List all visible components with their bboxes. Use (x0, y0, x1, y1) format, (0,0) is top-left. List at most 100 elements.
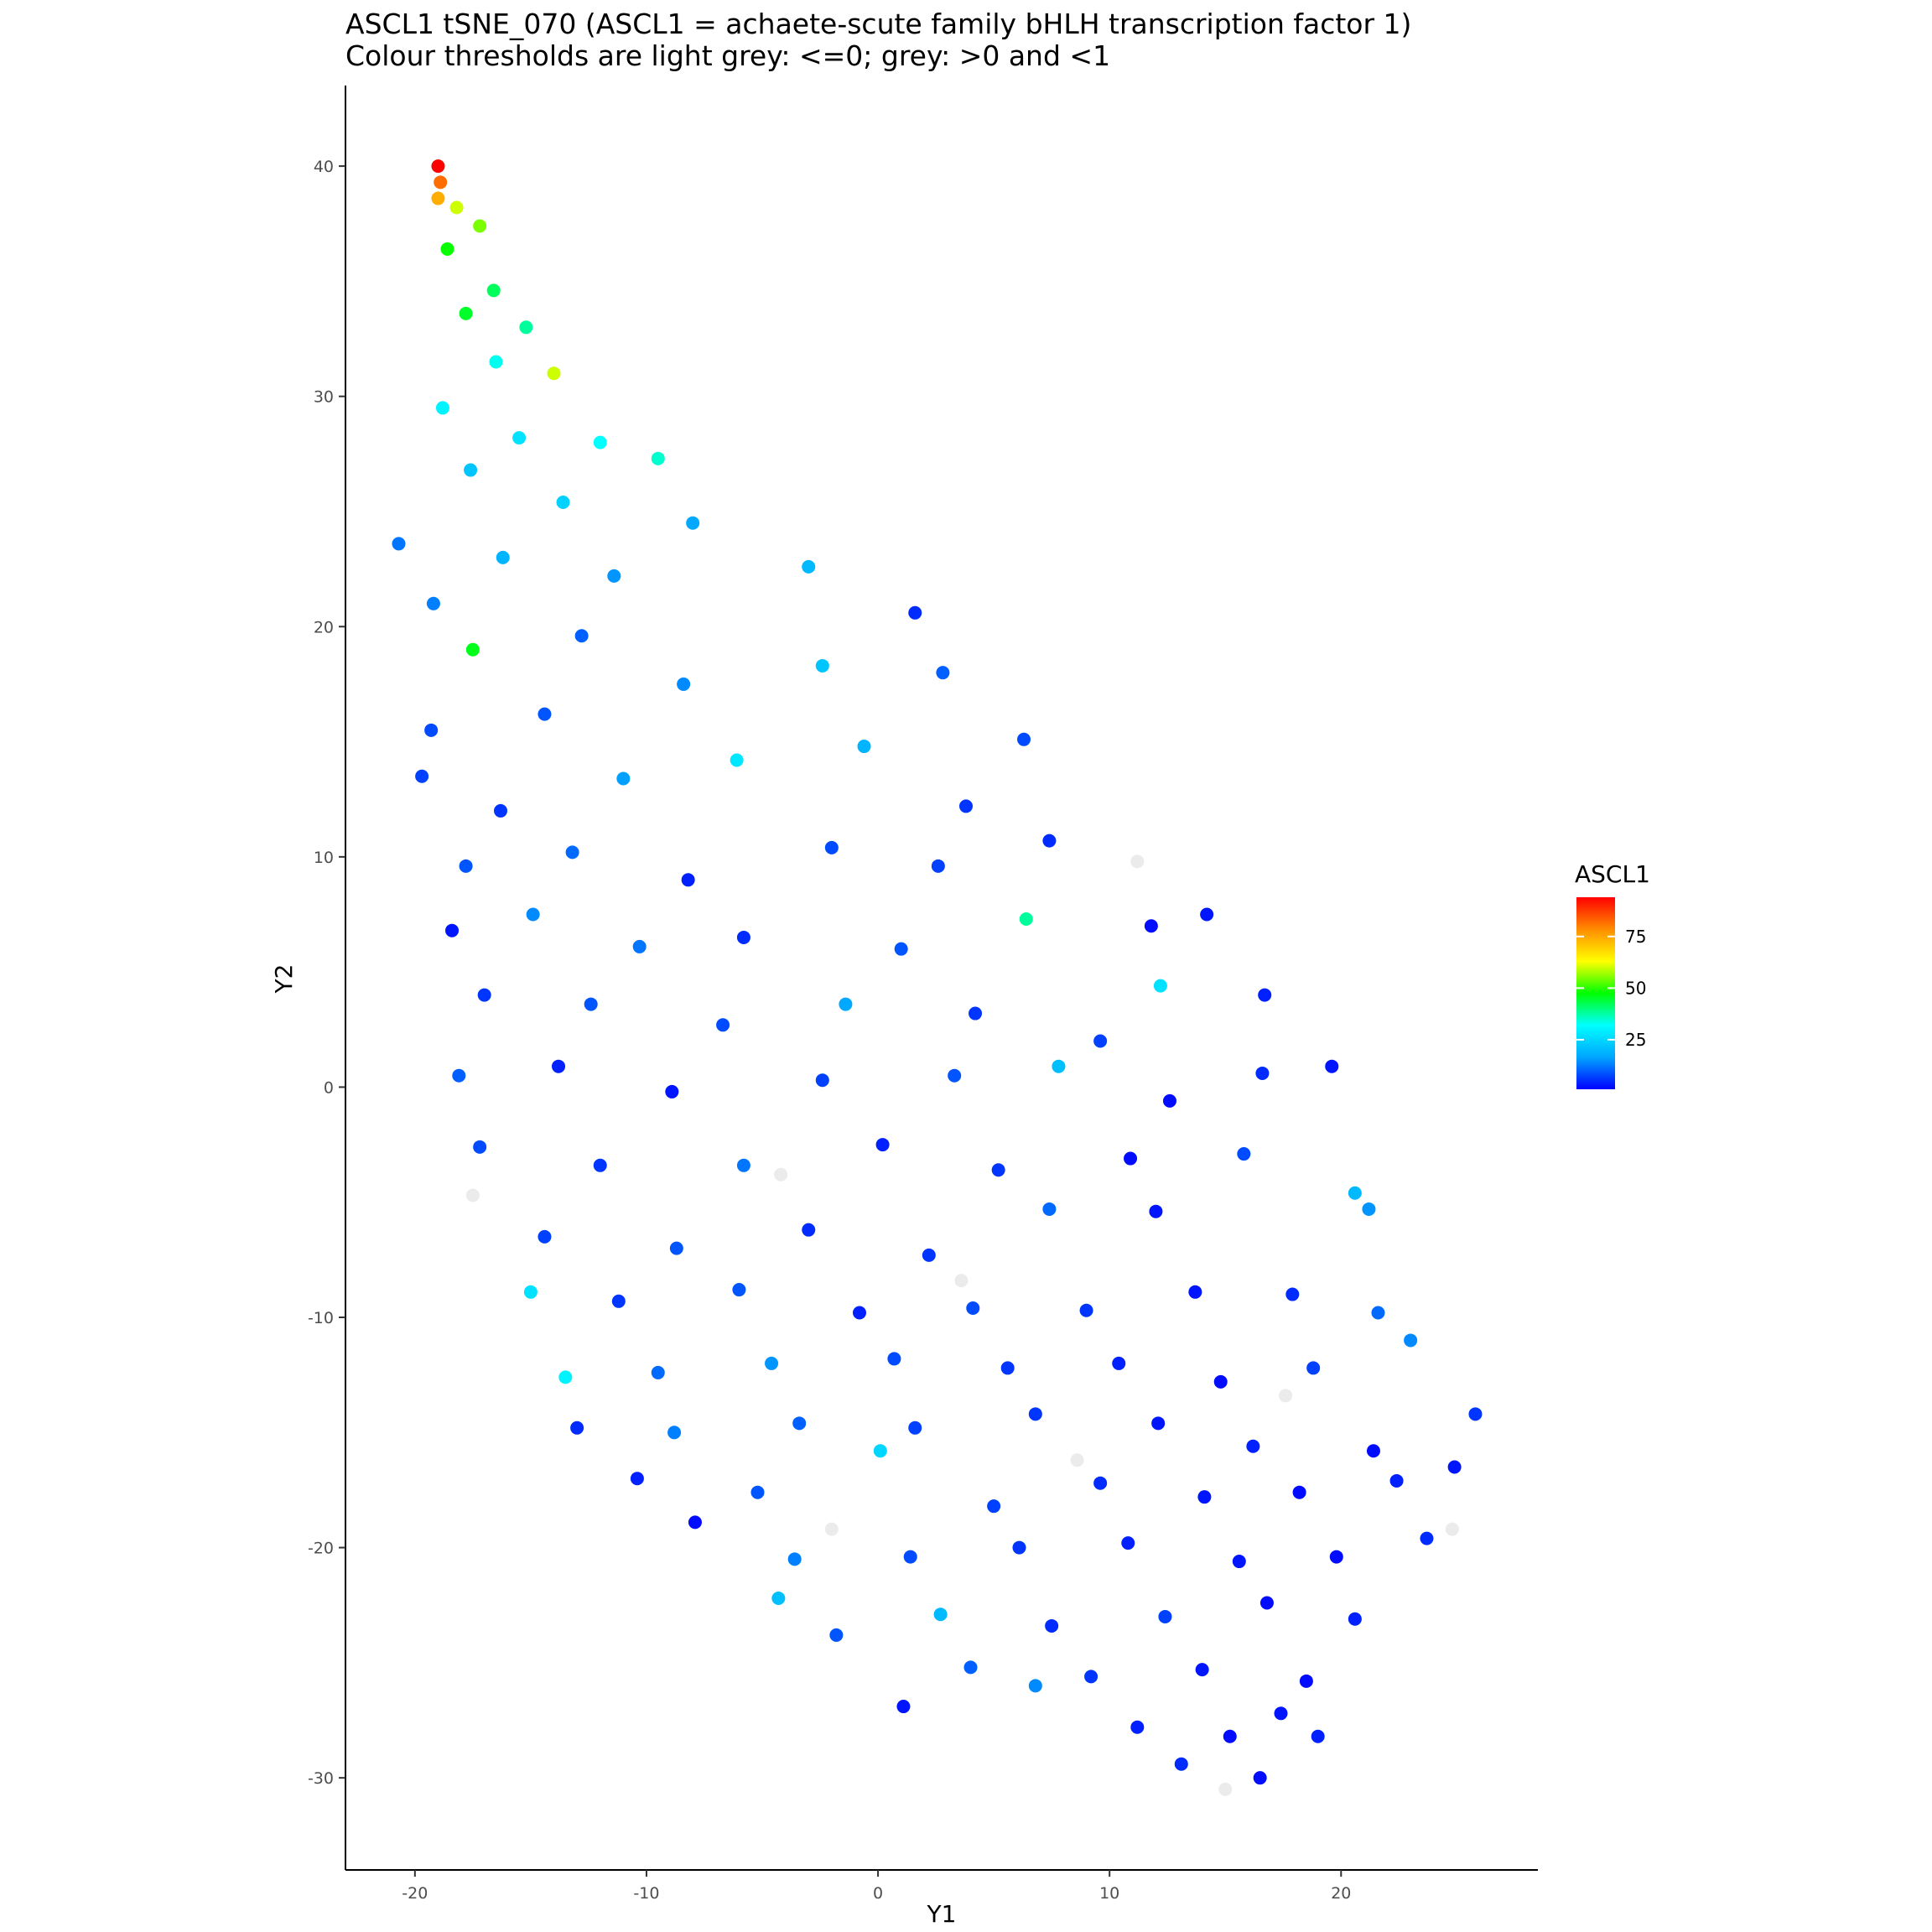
data-point (839, 997, 853, 1011)
data-point (1093, 1034, 1108, 1048)
y-tick-label: -30 (308, 1769, 334, 1788)
data-point (969, 1006, 983, 1021)
data-point (1188, 1285, 1202, 1299)
data-point (473, 1140, 487, 1154)
data-point (829, 1628, 844, 1642)
data-point (875, 1138, 890, 1152)
data-point (574, 629, 589, 643)
y-axis-title: Y2 (270, 964, 298, 995)
data-point (392, 537, 406, 551)
data-point (1362, 1202, 1376, 1216)
data-point (908, 1420, 922, 1435)
data-point (933, 1607, 948, 1622)
data-point (526, 907, 540, 922)
y-tick-label: -20 (308, 1540, 334, 1558)
data-point (593, 435, 607, 449)
data-point (1389, 1473, 1404, 1488)
y-tick-label: 10 (314, 849, 334, 867)
data-point (1258, 988, 1272, 1002)
data-point (1200, 907, 1214, 922)
data-point (465, 642, 480, 657)
data-point (802, 559, 816, 574)
data-point (750, 1485, 765, 1499)
data-point (1299, 1674, 1313, 1688)
data-point (771, 1591, 786, 1605)
data-point (552, 1059, 566, 1073)
data-point (523, 1285, 538, 1299)
data-point (415, 769, 429, 783)
y-tick-label: 30 (314, 388, 334, 407)
x-tick-label: 20 (1331, 1884, 1351, 1903)
data-point (1151, 1416, 1166, 1431)
data-point (1112, 1356, 1126, 1370)
data-point (736, 1158, 750, 1172)
chart-title: ASCL1 tSNE_070 (ASCL1 = achaete-scute fa… (345, 8, 1411, 40)
data-point (1348, 1186, 1362, 1200)
data-point (431, 191, 445, 205)
data-point (486, 283, 501, 298)
data-point (1366, 1444, 1380, 1458)
data-point (1045, 1618, 1059, 1633)
data-point (570, 1420, 584, 1435)
data-point (459, 306, 473, 320)
data-point (987, 1499, 1001, 1514)
data-point (1232, 1555, 1246, 1569)
x-tick-label: 10 (1099, 1884, 1119, 1903)
legend-title: ASCL1 (1575, 860, 1650, 888)
data-point (1052, 1059, 1066, 1073)
data-point (473, 219, 487, 233)
data-point (991, 1163, 1005, 1177)
data-point (1285, 1287, 1300, 1301)
legend-ticks-layer: 25 50 75 (1576, 927, 1646, 1050)
x-axis-title: Y1 (927, 1900, 957, 1928)
data-point (1079, 1303, 1093, 1317)
data-point (1153, 979, 1167, 993)
data-point (519, 320, 533, 335)
data-point (896, 1700, 911, 1714)
data-point (1070, 1453, 1084, 1467)
data-point (824, 840, 839, 854)
data-point (887, 1352, 901, 1366)
data-point (730, 753, 744, 767)
data-point (852, 1306, 866, 1320)
data-point (1195, 1663, 1209, 1677)
data-point (857, 740, 871, 754)
data-point (1093, 1476, 1108, 1490)
y-tick-label: 40 (314, 158, 334, 176)
legend-tick-label: 50 (1625, 978, 1646, 998)
x-ticks-layer: -20 -10 0 10 20 (402, 1870, 1351, 1903)
data-point (593, 1158, 607, 1172)
data-point (1028, 1679, 1042, 1693)
data-point (1012, 1540, 1026, 1555)
data-point (686, 516, 700, 530)
data-point (1124, 1151, 1138, 1166)
data-point (1311, 1729, 1325, 1743)
data-point (449, 200, 464, 215)
data-point (1130, 854, 1145, 869)
y-tick-label: 0 (324, 1078, 334, 1097)
data-point (459, 859, 473, 873)
legend-tick-label: 25 (1625, 1030, 1646, 1050)
data-point (677, 677, 691, 691)
data-point (1329, 1550, 1343, 1564)
data-point (493, 803, 507, 818)
data-point (1420, 1531, 1434, 1545)
data-point (815, 658, 829, 673)
data-point (873, 1444, 887, 1458)
data-point (465, 1188, 480, 1202)
data-point (512, 431, 527, 445)
data-point (538, 1229, 552, 1244)
data-point (547, 366, 561, 381)
data-point (948, 1068, 962, 1083)
x-tick-label: -20 (402, 1884, 428, 1903)
data-point (538, 707, 552, 721)
data-point (815, 1073, 829, 1088)
data-point (802, 1223, 816, 1237)
data-point (824, 1522, 839, 1536)
data-point (452, 1068, 466, 1083)
data-point (556, 495, 570, 509)
data-point (1084, 1670, 1098, 1684)
data-point (1162, 1093, 1176, 1108)
x-tick-label: 0 (873, 1884, 883, 1903)
data-point (464, 463, 478, 477)
